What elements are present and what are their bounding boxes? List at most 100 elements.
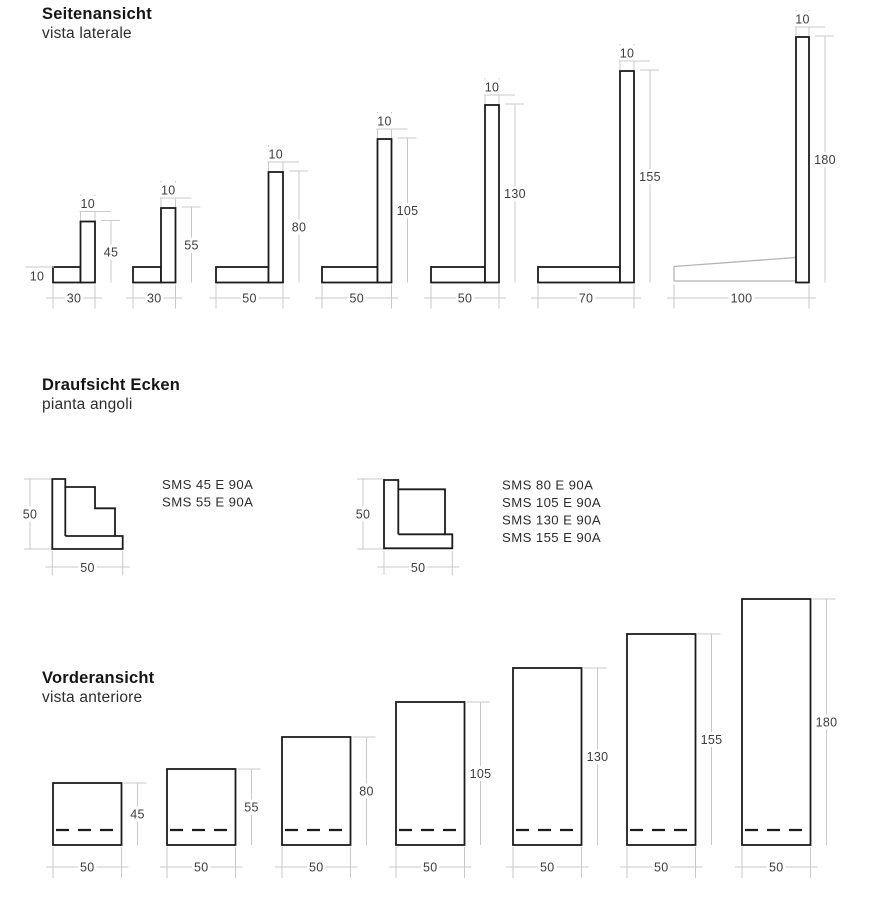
side-profile-base [321, 266, 379, 284]
height-label: 105 [397, 204, 419, 218]
label-backing [307, 859, 326, 875]
width-label: 50 [80, 860, 95, 874]
label-backing [576, 290, 596, 306]
top-thickness-label: 10 [795, 12, 810, 26]
width-label: 50 [540, 860, 555, 874]
top-thickness-label: 10 [268, 147, 283, 161]
sms-code-label: SMS 45 E 90A [162, 477, 253, 492]
height-label: 55 [244, 800, 259, 814]
label-backing [357, 783, 376, 799]
corner-plan-subtitle: pianta angoli [42, 396, 133, 413]
side-profile-base [537, 266, 621, 284]
label-backing [64, 290, 84, 306]
label-backing [421, 859, 440, 875]
corner-width-label: 50 [411, 561, 426, 575]
side-profile-base [52, 266, 82, 284]
label-backing [353, 506, 373, 522]
label-backing [467, 766, 494, 781]
side-profile-web [160, 207, 177, 284]
label-backing [347, 290, 366, 306]
label-backing [192, 859, 211, 875]
height-label: 45 [104, 245, 119, 259]
label-backing [242, 799, 261, 815]
front-profile-rect [512, 667, 583, 846]
label-backing [375, 113, 394, 129]
label-backing [101, 244, 121, 260]
label-backing [767, 859, 786, 875]
height-label: 105 [470, 767, 492, 781]
corner-width-label: 50 [80, 561, 95, 575]
height-label: 80 [292, 221, 307, 235]
front-profile-rect [166, 768, 237, 846]
label-backing [455, 290, 475, 306]
base-width-label: 50 [349, 291, 364, 305]
top-thickness-label: 10 [377, 114, 392, 128]
top-thickness-label: 10 [620, 46, 635, 60]
base-width-label: 50 [242, 291, 257, 305]
label-backing [813, 714, 840, 730]
label-backing [128, 806, 147, 822]
top-thickness-label: 10 [485, 80, 500, 94]
height-label: 130 [504, 187, 526, 201]
side-profile-web [619, 70, 635, 284]
label-backing [408, 560, 428, 575]
label-backing [78, 196, 97, 211]
height-label: 180 [814, 153, 836, 167]
label-backing [793, 11, 812, 27]
corner-height-label: 50 [356, 507, 371, 521]
front-profile-rect [395, 701, 466, 846]
sms-code-label: SMS 155 E 90A [502, 530, 601, 545]
base-width-label: 70 [579, 291, 594, 305]
height-label: 55 [184, 239, 199, 253]
corner-height-label: 50 [23, 507, 38, 521]
side-profile-web [376, 138, 393, 284]
label-backing [27, 268, 47, 284]
label-backing [78, 560, 97, 575]
flange-thickness-label: 10 [30, 269, 45, 283]
side-profile-base [132, 266, 162, 284]
width-label: 50 [194, 860, 209, 874]
height-label: 80 [359, 784, 374, 798]
corner-plan-heading: Draufsicht Ecken pianta angoli [42, 376, 180, 414]
front-view-subtitle: vista anteriore [42, 689, 143, 706]
label-backing [182, 237, 201, 253]
width-label: 50 [769, 860, 784, 874]
side-profile-web [79, 220, 96, 284]
height-label: 155 [701, 733, 723, 747]
label-backing [637, 169, 663, 185]
front-profile-rect [626, 633, 697, 846]
label-backing [652, 859, 671, 875]
side-profile-web [484, 104, 500, 284]
top-thickness-label: 10 [161, 183, 176, 197]
label-backing [617, 45, 637, 61]
height-label: 155 [639, 170, 661, 184]
side-view-heading: Seitenansicht vista laterale [42, 5, 152, 43]
front-profile-rect [52, 782, 123, 846]
side-view-subtitle: vista laterale [42, 25, 132, 42]
label-backing [145, 290, 164, 306]
label-backing [240, 290, 259, 306]
base-width-label: 30 [147, 291, 162, 305]
side-profile-base [430, 266, 486, 284]
base-width-label: 100 [731, 291, 753, 305]
side-profile-base [215, 266, 270, 284]
sms-code-label: SMS 105 E 90A [502, 495, 601, 510]
height-label: 130 [587, 750, 609, 764]
height-label: 180 [816, 715, 838, 729]
label-backing [159, 182, 178, 198]
sms-code-label: SMS 130 E 90A [502, 512, 601, 527]
front-profile-rect [281, 736, 352, 846]
front-profile-rect [741, 598, 812, 846]
width-label: 50 [423, 860, 438, 874]
base-width-label: 50 [458, 291, 473, 305]
label-backing [728, 290, 755, 306]
corner-plan-outline [51, 478, 124, 550]
width-label: 50 [654, 860, 669, 874]
side-profile-web [267, 171, 284, 284]
label-backing [584, 749, 611, 764]
label-backing [289, 219, 309, 235]
label-backing [394, 203, 421, 219]
label-backing [502, 186, 528, 202]
